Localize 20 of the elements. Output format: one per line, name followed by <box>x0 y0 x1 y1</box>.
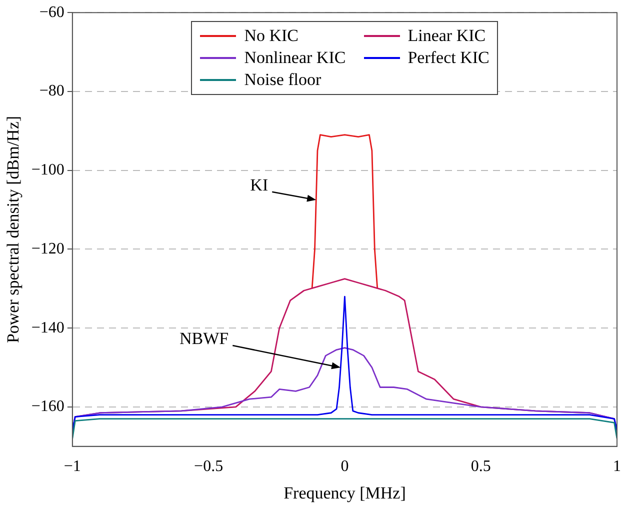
legend-label: No KIC <box>244 26 299 46</box>
y-tick-label: −100 <box>31 162 64 179</box>
x-axis-title: Frequency [MHz] <box>284 483 406 502</box>
x-tick-label: 1 <box>613 458 621 476</box>
annotation: KI <box>250 175 268 194</box>
x-tick-label: −0.5 <box>194 458 224 476</box>
annotation: NBWF <box>180 328 229 348</box>
legend-label: Noise floor <box>244 70 322 90</box>
x-tick-label: 0 <box>340 458 349 476</box>
y-tick-label: −140 <box>31 319 64 336</box>
y-axis-title: Power spectral density [dBm/Hz] <box>4 116 23 344</box>
x-tick-label: 0.5 <box>470 458 491 476</box>
y-tick-label: −120 <box>31 240 64 258</box>
y-tick-label: −80 <box>39 82 64 100</box>
x-tick-label: −1 <box>64 458 81 476</box>
legend-label: Nonlinear KIC <box>244 48 346 68</box>
y-tick-label: −60 <box>39 4 64 21</box>
y-tick-label: −160 <box>31 398 64 416</box>
legend-label: Perfect KIC <box>408 48 490 68</box>
legend-label: Linear KIC <box>408 26 486 46</box>
